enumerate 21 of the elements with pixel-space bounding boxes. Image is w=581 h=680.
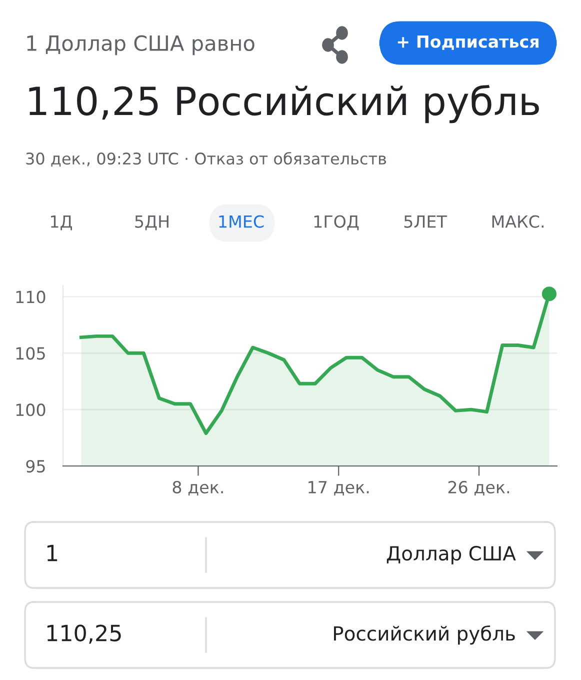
y-tick-label: 100 [16,404,46,416]
text: + Подписаться [398,35,538,50]
text: 1Д [51,215,72,230]
text: 30 дек., 09:23 UTC · Отказ от обязательств [26,152,386,167]
text: 1МЕС [219,215,264,228]
text: Российский рубль [334,625,515,645]
text: 1ГОД [314,215,359,230]
x-tick-label: 8 дек. [172,480,223,496]
text: 5ДН [135,215,168,230]
chart-title: 1 Доллар США равно [27,35,254,56]
y-tick-label: 95 [26,460,45,473]
chart-subtitle: 110,25 Российский рубль [29,84,539,124]
text: 5ЛЕТ [404,215,447,228]
y-tick-label: 105 [16,347,45,360]
x-tick-label: 17 дек. [308,481,369,496]
text: Доллар США [386,546,516,564]
text: МАКС. [492,215,544,228]
text: 110,25 [47,624,121,644]
text: 1 [47,544,58,562]
x-tick-label: 26 дек. [448,480,510,496]
y-tick-label: 110 [16,290,46,304]
